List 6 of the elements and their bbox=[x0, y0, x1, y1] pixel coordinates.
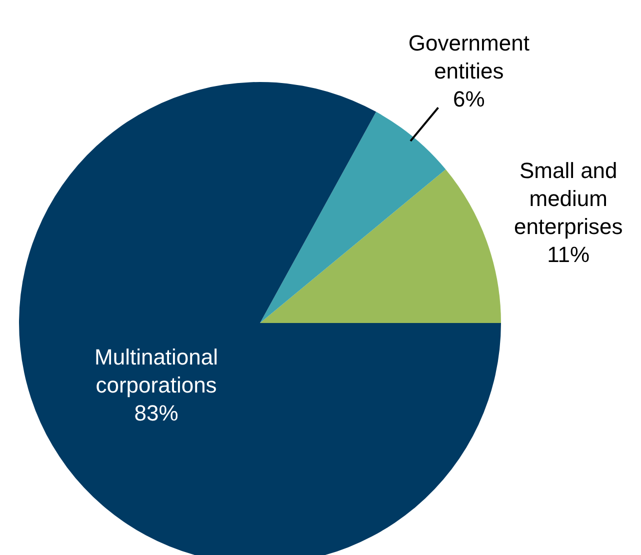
slice-label: Multinational corporations bbox=[94, 344, 218, 397]
data-label: 6% bbox=[453, 86, 485, 111]
slice-label: Small and medium enterprises bbox=[514, 157, 623, 238]
data-label: 83% bbox=[134, 400, 178, 425]
slice-label: Government entities bbox=[408, 30, 530, 83]
data-label: 11% bbox=[547, 241, 590, 266]
